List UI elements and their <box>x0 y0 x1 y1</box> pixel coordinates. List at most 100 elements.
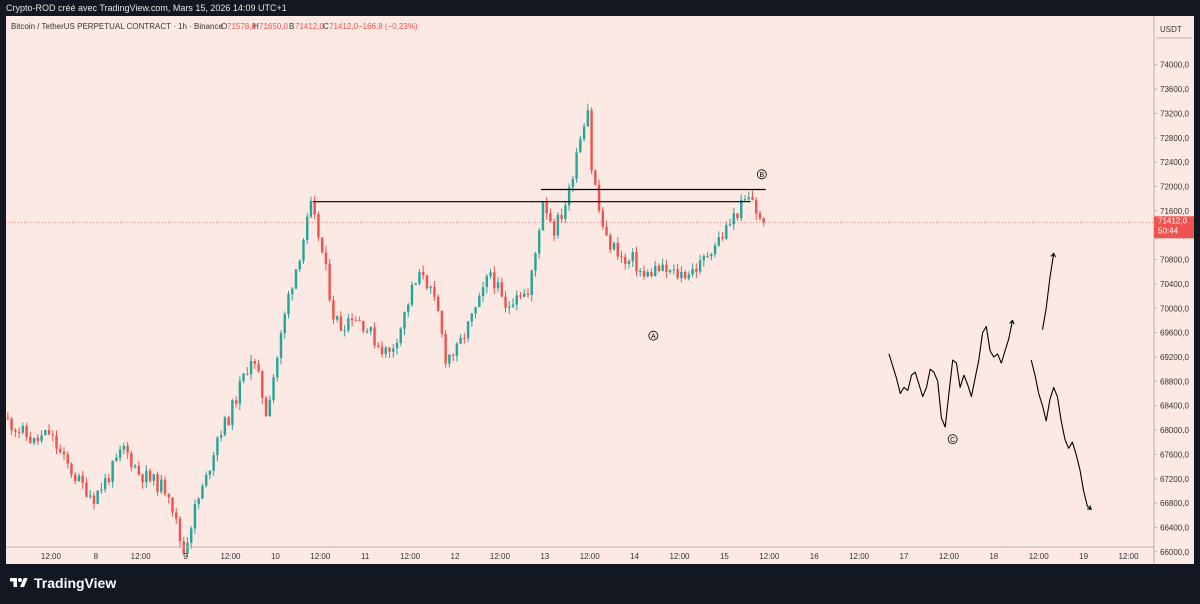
candle-body <box>279 333 283 359</box>
x-tick-label: 18 <box>989 552 998 561</box>
candle-body <box>504 296 507 308</box>
candle-body <box>586 110 590 127</box>
wave-label-b: B <box>759 172 764 179</box>
price-axis[interactable]: 74000,0 73600,0 73200,0 72800,0 72400,0 72000… <box>1154 61 1189 557</box>
candle-body <box>59 448 62 453</box>
candle-body <box>582 126 586 140</box>
candle-body <box>601 210 605 227</box>
high-value: 71650,0 <box>259 22 288 31</box>
candle-body <box>418 271 421 284</box>
candle-body <box>740 199 743 219</box>
currency-label[interactable]: USDT <box>1160 25 1182 34</box>
candle-body <box>421 271 425 276</box>
y-tick-label: 73600,0 <box>1160 85 1189 94</box>
x-tick-label: 14 <box>630 552 639 561</box>
candle-body <box>721 237 724 239</box>
candle-body <box>373 327 376 346</box>
tradingview-logo[interactable]: TradingView <box>8 575 116 591</box>
chart-panel[interactable]: A B C 74000,0 73600,0 73200,0 72800,0 72400,0 7… <box>6 16 1194 564</box>
drawn-projection-path[interactable] <box>1030 359 1092 510</box>
drawn-projection-path[interactable] <box>888 320 1014 428</box>
candle-body <box>227 417 230 426</box>
candle-body <box>515 295 518 305</box>
candle-body <box>579 139 582 153</box>
candle-body <box>291 288 294 295</box>
price-tag-background <box>1154 216 1194 239</box>
current-price-tag: 71412,0 50:44 <box>1154 216 1194 239</box>
candle-body <box>317 214 320 238</box>
candle-body <box>25 425 28 437</box>
lines-layer <box>312 188 1092 510</box>
drawn-projection-path[interactable] <box>1041 253 1055 330</box>
candle-body <box>111 461 114 483</box>
candle-body <box>141 474 144 483</box>
candle-body <box>29 436 32 444</box>
candle-body <box>646 272 649 277</box>
candle-body <box>343 330 346 332</box>
candle-body <box>197 498 200 504</box>
y-tick-label: 67200,0 <box>1160 475 1189 484</box>
candle-body <box>676 269 679 279</box>
candle-body <box>298 260 301 270</box>
candle-body <box>324 252 328 264</box>
time-axis[interactable]: 12:00 8 12:00 9 12:00 10 12:00 11 12:00 12 12:00 13… <box>41 552 1139 561</box>
candle-body <box>489 272 492 277</box>
candle-body <box>32 437 36 444</box>
y-tick-label: 68800,0 <box>1160 377 1189 386</box>
x-tick-label: 9 <box>183 552 188 561</box>
x-tick-label: 12:00 <box>1119 552 1140 561</box>
candle-body <box>118 449 122 458</box>
candle-body <box>358 320 361 322</box>
candle-body <box>616 242 619 257</box>
open-label: O <box>221 22 227 31</box>
candle-body <box>302 239 305 261</box>
symbol-name: Bitcoin / TetherUS PERPETUAL CONTRACT · … <box>11 22 223 31</box>
candle-body <box>627 261 631 265</box>
candle-body <box>328 263 331 301</box>
close-label: C <box>323 22 329 31</box>
candle-body <box>567 187 571 206</box>
candle-body <box>751 197 754 200</box>
candle-body <box>309 200 313 217</box>
candle-body <box>186 542 189 554</box>
candle-body <box>130 452 133 468</box>
candle-body <box>152 474 156 481</box>
candle-body <box>710 254 713 257</box>
candle-body <box>115 457 118 462</box>
candle-body <box>624 256 627 265</box>
candle-body <box>496 282 500 289</box>
wave-label-a: A <box>651 333 656 340</box>
candle-body <box>384 347 388 355</box>
candle-body <box>189 528 193 543</box>
candle-body <box>560 215 563 219</box>
candle-body <box>249 361 253 375</box>
candle-body <box>126 445 129 453</box>
candle-body <box>208 470 212 475</box>
low-value: 71412,0 <box>295 22 324 31</box>
candle-body <box>455 343 459 356</box>
candle-body <box>377 345 380 347</box>
candlestick-chart[interactable]: A B C 74000,073600,073200,072800,072400,07… <box>6 16 1194 564</box>
candle-body <box>246 373 249 375</box>
candle-body <box>470 313 474 322</box>
candle-body <box>261 370 264 398</box>
candle-body <box>594 170 597 185</box>
candle-body <box>609 235 612 250</box>
candle-body <box>665 264 668 272</box>
candle-body <box>440 311 444 334</box>
candle-body <box>537 230 541 254</box>
candle-body <box>534 253 537 271</box>
candle-body <box>463 338 466 340</box>
candle-body <box>758 213 762 219</box>
y-tick-label: 67600,0 <box>1160 450 1189 459</box>
candle-body <box>683 272 687 279</box>
high-label: H <box>253 22 259 31</box>
candle-body <box>40 435 43 441</box>
candle-body <box>612 242 616 250</box>
attribution-text: Crypto-ROD créé avec TradingView.com, Ma… <box>6 3 287 13</box>
candle-body <box>526 293 530 295</box>
annotations-layer: A B C <box>648 169 958 445</box>
candle-body <box>519 295 522 297</box>
candle-body <box>178 518 182 542</box>
x-tick-label: 11 <box>361 552 370 561</box>
